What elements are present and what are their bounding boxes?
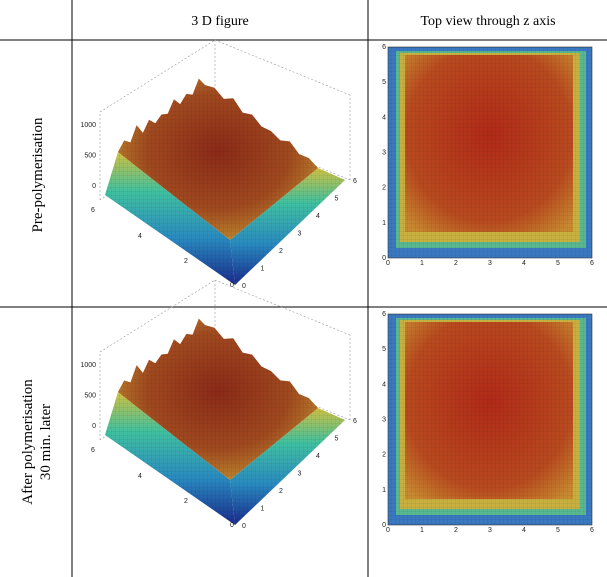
y-tick-label: 4 [316, 453, 320, 460]
x-tick-label: 2 [454, 260, 458, 267]
y-tick-label: 1 [382, 220, 386, 227]
x-tick-label: 1 [420, 260, 424, 267]
y-tick-label: 4 [316, 213, 320, 220]
z-tick-label: 0 [92, 423, 96, 430]
header: Top view through z axis [420, 14, 555, 29]
x-tick-label: 0 [386, 260, 390, 267]
row-label: 30 min. later [38, 404, 54, 480]
y-tick-label: 5 [382, 346, 386, 353]
x-tick-label: 2 [184, 498, 188, 505]
row-label: Pre-polymerisation [30, 117, 46, 232]
heatmap-mesh [388, 47, 592, 258]
x-tick-label: 0 [230, 282, 234, 289]
heatmap-frame [387, 313, 593, 526]
x-tick-label: 2 [184, 258, 188, 265]
y-tick-label: 5 [335, 196, 339, 203]
x-tick-label: 4 [522, 260, 526, 267]
y-tick-label: 2 [279, 248, 283, 255]
y-tick-label: 1 [261, 266, 265, 273]
box-edge [99, 279, 216, 353]
surface-mesh [230, 168, 345, 285]
y-tick-label: 3 [382, 150, 386, 157]
x-tick-label: 0 [386, 527, 390, 534]
x-tick-label: 5 [556, 260, 560, 267]
x-tick-label: 4 [522, 527, 526, 534]
x-tick-label: 0 [230, 522, 234, 529]
box-edge [214, 279, 351, 336]
x-tick-label: 2 [454, 527, 458, 534]
x-tick-label: 4 [138, 233, 142, 240]
heatmap-frame [387, 46, 593, 259]
y-tick-label: 3 [382, 417, 386, 424]
x-tick-label: 6 [590, 527, 594, 534]
y-tick-label: 6 [353, 418, 357, 425]
y-tick-label: 2 [279, 488, 283, 495]
y-tick-label: 5 [335, 436, 339, 443]
z-tick-label: 0 [92, 183, 96, 190]
y-tick-label: 2 [382, 452, 386, 459]
x-tick-label: 6 [91, 207, 95, 214]
x-tick-label: 1 [420, 527, 424, 534]
surface-mesh [118, 318, 318, 480]
y-tick-label: 6 [353, 178, 357, 185]
y-tick-label: 3 [298, 231, 302, 238]
z-tick-label: 500 [84, 393, 96, 400]
y-tick-label: 0 [242, 283, 246, 290]
z-tick-label: 1000 [80, 362, 96, 369]
heatmap-mesh [388, 314, 592, 525]
box-edge [214, 39, 351, 96]
y-tick-label: 1 [382, 487, 386, 494]
x-tick-label: 3 [488, 260, 492, 267]
box-edge [99, 39, 216, 113]
y-tick-label: 0 [242, 523, 246, 530]
y-tick-label: 0 [382, 255, 386, 262]
x-tick-label: 6 [590, 260, 594, 267]
y-tick-label: 0 [382, 522, 386, 529]
y-tick-label: 3 [298, 471, 302, 478]
x-tick-label: 5 [556, 527, 560, 534]
x-tick-label: 6 [91, 447, 95, 454]
x-tick-label: 4 [138, 473, 142, 480]
surface-mesh [230, 408, 345, 525]
y-tick-label: 4 [382, 114, 386, 121]
y-tick-label: 1 [261, 506, 265, 513]
y-tick-label: 4 [382, 381, 386, 388]
surface-mesh [105, 392, 235, 525]
y-tick-label: 2 [382, 185, 386, 192]
y-tick-label: 6 [382, 311, 386, 318]
surface-mesh [118, 78, 318, 241]
row-label: After polymerisation [20, 379, 36, 505]
z-tick-label: 500 [84, 153, 96, 160]
header: 3 D figure [191, 14, 249, 29]
z-tick-label: 1000 [80, 122, 96, 129]
x-tick-label: 3 [488, 527, 492, 534]
y-tick-label: 6 [382, 44, 386, 51]
y-tick-label: 5 [382, 79, 386, 86]
surface-mesh [105, 152, 235, 285]
